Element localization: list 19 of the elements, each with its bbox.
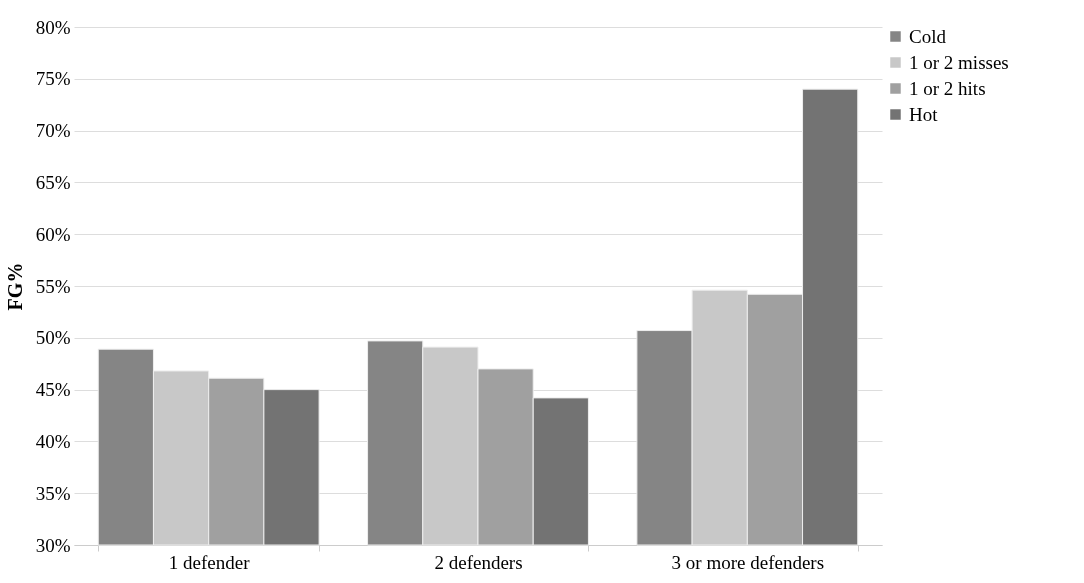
y-tick-label: 60% xyxy=(35,223,71,245)
legend-label: 1 or 2 hits xyxy=(909,77,986,99)
y-tick-label: 55% xyxy=(35,275,71,297)
legend-label: 1 or 2 misses xyxy=(909,51,1009,73)
legend-label: Cold xyxy=(909,25,947,47)
y-tick-label: 45% xyxy=(35,379,71,401)
x-tick-label: 2 defenders xyxy=(434,551,523,573)
y-axis-title: FG% xyxy=(3,262,26,311)
y-tick-label: 70% xyxy=(35,120,71,142)
y-tick-label: 65% xyxy=(35,171,71,193)
y-tick-label: 30% xyxy=(35,534,71,556)
x-tick-label: 1 defender xyxy=(168,551,251,573)
legend-label: Hot xyxy=(909,103,939,125)
y-tick-label: 75% xyxy=(35,68,71,90)
x-tick-label: 3 or more defenders xyxy=(671,551,825,573)
y-tick-label: 80% xyxy=(35,16,71,38)
y-tick-label: 40% xyxy=(35,430,71,452)
y-tick-label: 35% xyxy=(35,482,71,504)
y-tick-label: 50% xyxy=(35,327,71,349)
